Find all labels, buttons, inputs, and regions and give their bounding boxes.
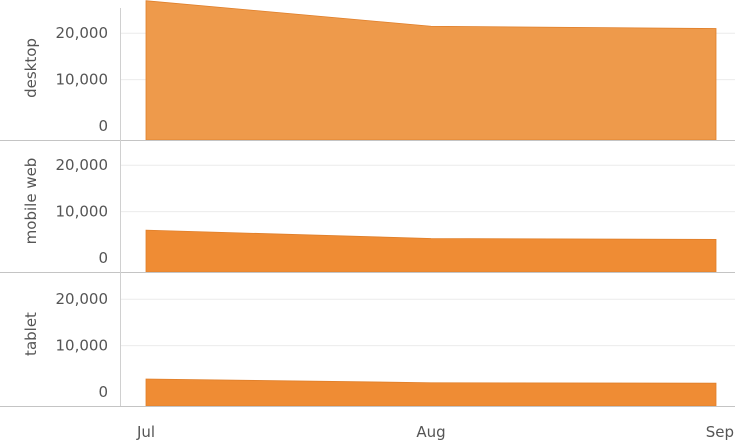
y-tick-label: 10,000 xyxy=(56,337,109,355)
y-tick-label: 0 xyxy=(98,249,108,267)
y-tick-label: 10,000 xyxy=(56,203,109,221)
y-tick-label: 0 xyxy=(98,383,108,401)
y-tick-label: 20,000 xyxy=(56,156,109,174)
area-mobile-web xyxy=(145,229,717,273)
area-tablet xyxy=(145,378,717,407)
y-tick-label: 10,000 xyxy=(56,71,109,89)
area-desktop xyxy=(145,0,717,141)
x-tick-label: Sep xyxy=(706,423,734,441)
y-tick-label: 20,000 xyxy=(56,290,109,308)
x-tick-label: Jul xyxy=(136,423,155,441)
row-label: mobile web xyxy=(22,158,40,245)
row-label: desktop xyxy=(22,38,40,98)
y-tick-label: 20,000 xyxy=(56,24,109,42)
tick-labels: 0 10,000 20,000 desktop 0 10,000 20,000 mobile … xyxy=(22,24,734,441)
y-tick-label: 0 xyxy=(98,117,108,135)
row-label: tablet xyxy=(22,312,40,356)
axes xyxy=(0,8,735,407)
x-tick-label: Aug xyxy=(416,423,445,441)
